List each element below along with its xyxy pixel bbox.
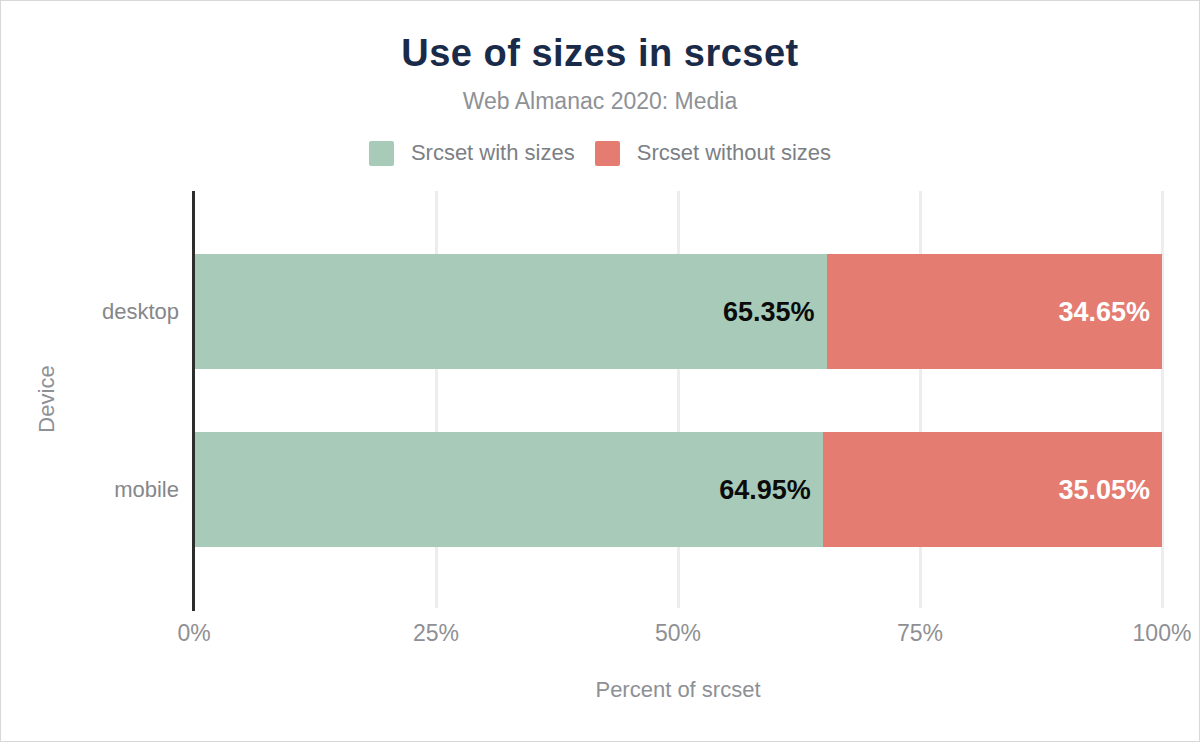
legend: Srcset with sizes Srcset without sizes: [1, 140, 1199, 166]
x-tick-label-75%: 75%: [850, 620, 990, 647]
bar-value-label: 64.95%: [719, 474, 811, 505]
x-tick-label-25%: 25%: [366, 620, 506, 647]
bar-row-desktop: 65.35% 34.65%: [194, 254, 1162, 369]
plot-area: 65.35%34.65%desktop64.95%35.05%mobile0%2…: [194, 191, 1162, 608]
y-axis-title: Device: [34, 365, 60, 432]
bar-value-label: 65.35%: [723, 296, 815, 327]
y-axis-line: [192, 191, 195, 611]
category-label-mobile: mobile: [1, 432, 179, 547]
bar-segment-mobile-1: 64.95%: [194, 432, 823, 547]
x-tick-label-50%: 50%: [608, 620, 748, 647]
legend-swatch-icon: [369, 141, 394, 166]
x-axis-title: Percent of srcset: [194, 677, 1162, 703]
bar-value-label: 35.05%: [1058, 474, 1150, 505]
legend-item-1: Srcset with sizes: [369, 140, 575, 166]
bar-segment-mobile-2: 35.05%: [823, 432, 1162, 547]
x-tick-label-100%: 100%: [1092, 620, 1200, 647]
chart-subtitle: Web Almanac 2020: Media: [1, 88, 1199, 115]
bar-segment-desktop-1: 65.35%: [194, 254, 827, 369]
bar-segment-desktop-2: 34.65%: [827, 254, 1162, 369]
chart-title: Use of sizes in srcset: [1, 32, 1199, 75]
chart-figure: Use of sizes in srcset Web Almanac 2020:…: [0, 0, 1200, 742]
bar-row-mobile: 64.95% 35.05%: [194, 432, 1162, 547]
legend-label: Srcset with sizes: [411, 140, 575, 166]
legend-item-2: Srcset without sizes: [595, 140, 831, 166]
legend-label: Srcset without sizes: [637, 140, 831, 166]
category-label-desktop: desktop: [1, 254, 179, 369]
x-tick-label-0%: 0%: [124, 620, 264, 647]
legend-swatch-icon: [595, 141, 620, 166]
bar-value-label: 34.65%: [1058, 296, 1150, 327]
